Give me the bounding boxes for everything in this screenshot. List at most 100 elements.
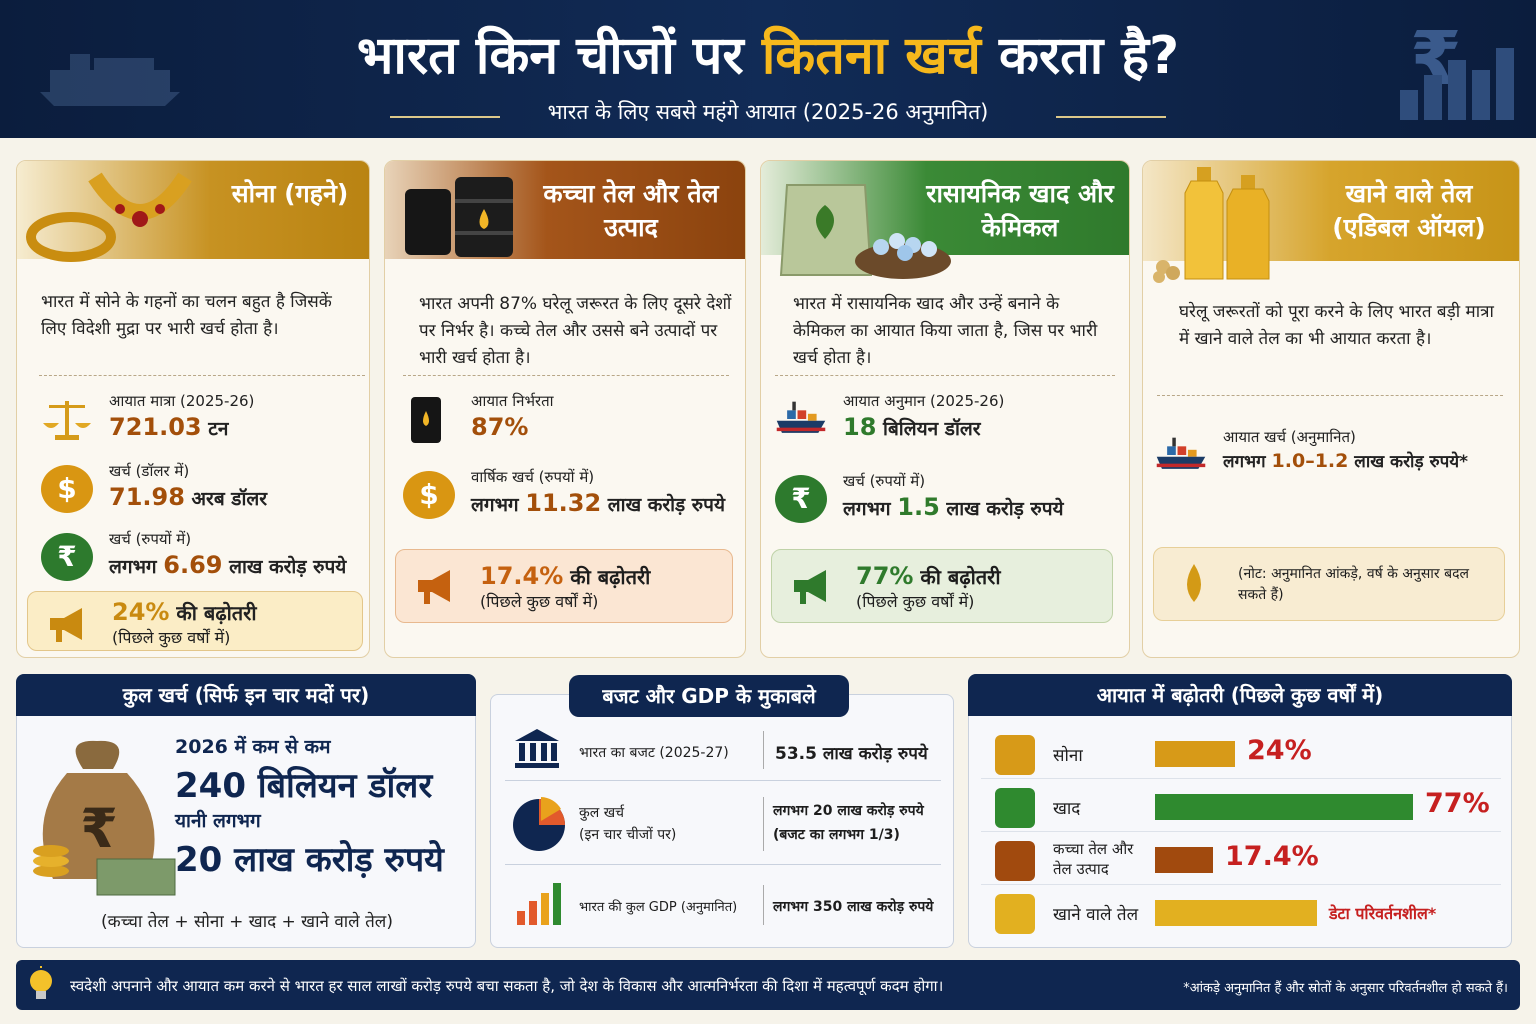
growth-label: कच्चा तेल और bbox=[1053, 840, 1134, 858]
budget-label: भारत की कुल GDP (अनुमानित) bbox=[579, 900, 738, 915]
stat-import-cost: आयात खर्च (अनुमानित) लगभग 1.0–1.2 लाख कर… bbox=[1155, 427, 1495, 483]
growth-bar bbox=[1155, 741, 1235, 767]
import-growth-panel: आयात में बढ़ोतरी (पिछले कुछ वर्षों में) … bbox=[968, 674, 1512, 948]
page-subtitle: भारत के लिए सबसे महंगे आयात (2025-26 अनु… bbox=[547, 100, 989, 124]
growth-label: खाने वाले तेल bbox=[1053, 905, 1139, 925]
total-rupee-value: 20 लाख करोड़ रुपये bbox=[175, 840, 444, 880]
stat-label: आयात अनुमान (2025-26) bbox=[843, 392, 1005, 410]
total-line3: यानी लगभग bbox=[175, 810, 261, 832]
growth-bar bbox=[1155, 847, 1213, 873]
oil-bottle-icon bbox=[995, 894, 1035, 934]
stat-cost-rupee: ₹ खर्च (रुपयों में) लगभग 6.69 लाख करोड़ … bbox=[41, 529, 369, 585]
stat-import-quantity: आयात मात्रा (2025-26) 721.03 टन bbox=[41, 391, 369, 447]
stat-label: खर्च (रुपयों में) bbox=[843, 472, 926, 490]
oil-barrel-icon bbox=[995, 841, 1035, 881]
bar-decoration bbox=[1472, 70, 1490, 120]
oil-bottles-icon bbox=[1153, 167, 1270, 283]
stat-value: लगभग 1.0–1.2 लाख करोड़ रुपये* bbox=[1223, 450, 1469, 472]
cargo-ship-icon bbox=[776, 401, 826, 433]
growth-value-label: डेटा परिवर्तनशील* bbox=[1329, 904, 1437, 923]
divider bbox=[763, 885, 764, 925]
growth-badge: 77% की बढ़ोतरी (पिछले कुछ वर्षों में) bbox=[771, 549, 1113, 623]
stat-label: आयात खर्च (अनुमानित) bbox=[1223, 428, 1356, 446]
bank-icon bbox=[515, 729, 559, 768]
stat-label: खर्च (रुपयों में) bbox=[109, 530, 192, 548]
stat-value: 721.03 टन bbox=[109, 413, 229, 441]
header: भारत किन चीजों पर कितना खर्च करता है? भा… bbox=[0, 0, 1536, 138]
dollar-icon: $ bbox=[403, 471, 455, 519]
budget-value: लगभग 20 लाख करोड़ रुपये bbox=[773, 803, 924, 819]
stat-label: आयात निर्भरता bbox=[471, 392, 554, 410]
total-formula: (कच्चा तेल + सोना + खाद + खाने वाले तेल) bbox=[101, 912, 393, 932]
bar-decoration bbox=[1496, 48, 1514, 120]
budget-gdp-panel: बजट और GDP के मुकाबले भारत का बजट (2025-… bbox=[490, 675, 954, 948]
growth-value: 17.4% की बढ़ोतरी bbox=[480, 562, 651, 590]
pie-chart-icon bbox=[513, 797, 565, 851]
panel-header: आयात में बढ़ोतरी (पिछले कुछ वर्षों में) bbox=[968, 674, 1512, 716]
page-title: भारत किन चीजों पर कितना खर्च करता है? bbox=[356, 26, 1180, 86]
fertilizer-bag-icon bbox=[779, 184, 951, 279]
growth-bar bbox=[1155, 794, 1413, 820]
growth-value-label: 77% bbox=[1425, 788, 1490, 819]
growth-bar bbox=[1155, 900, 1317, 926]
stat-value: लगभग 11.32 लाख करोड़ रुपये bbox=[471, 489, 725, 517]
growth-row: खाद 77% bbox=[981, 782, 1501, 832]
budget-label: कुल खर्च bbox=[579, 805, 625, 821]
gold-necklace-icon bbox=[995, 735, 1035, 775]
card-note: (नोट: अनुमानित आंकड़े, वर्ष के अनुसार बद… bbox=[1238, 566, 1470, 603]
growth-note: (पिछले कुछ वर्षों में) bbox=[112, 628, 231, 647]
svg-text:₹: ₹ bbox=[80, 797, 118, 860]
card-title: कच्चा तेल और तेल उत्पाद bbox=[543, 179, 719, 242]
divider bbox=[39, 375, 365, 376]
megaphone-icon bbox=[794, 570, 826, 604]
divider bbox=[403, 375, 729, 376]
budget-row: भारत का बजट (2025-27) 53.5 लाख करोड़ रुप… bbox=[505, 719, 941, 781]
cargo-ship-silhouette-icon bbox=[40, 54, 180, 106]
oil-barrels-icon bbox=[405, 177, 513, 257]
card-header: रासायनिक खाद और केमिकल bbox=[761, 161, 1129, 279]
growth-note: (पिछले कुछ वर्षों में) bbox=[480, 592, 599, 611]
bar-decoration bbox=[1424, 75, 1442, 120]
stat-import-estimate: आयात अनुमान (2025-26) 18 बिलियन डॉलर bbox=[775, 391, 1115, 447]
card-description: भारत में सोने के गहनों का चलन बहुत है जि… bbox=[41, 292, 332, 339]
card-header: सोना (गहने) bbox=[17, 161, 369, 262]
panel-header: कुल खर्च (सिर्फ इन चार मदों पर) bbox=[16, 674, 476, 716]
divider bbox=[763, 731, 764, 769]
card-description: घरेलू जरूरतों को पूरा करने के लिए भारत ब… bbox=[1179, 302, 1494, 349]
fertilizer-bag-icon bbox=[995, 788, 1035, 828]
growth-label: सोना bbox=[1053, 746, 1083, 766]
stat-annual-cost: $ वार्षिक खर्च (रुपयों में) लगभग 11.32 ल… bbox=[403, 467, 743, 523]
divider bbox=[1056, 116, 1166, 118]
card-description: भारत अपनी 87% घरेलू जरूरत के लिए दूसरे द… bbox=[419, 294, 732, 368]
growth-badge: 17.4% की बढ़ोतरी (पिछले कुछ वर्षों में) bbox=[395, 549, 733, 623]
stat-label: खर्च (डॉलर में) bbox=[109, 462, 190, 480]
growth-label: खाद bbox=[1053, 799, 1081, 819]
growth-row: सोना 24% bbox=[981, 729, 1501, 779]
oil-barrel-icon bbox=[411, 397, 441, 443]
divider bbox=[763, 797, 764, 851]
stat-value: लगभग 1.5 लाख करोड़ रुपये bbox=[843, 493, 1064, 521]
budget-row: कुल खर्च (इन चार चीजों पर) लगभग 20 लाख क… bbox=[505, 783, 941, 865]
bar-decoration bbox=[1400, 90, 1418, 120]
growth-value: 24% की बढ़ोतरी bbox=[112, 598, 257, 626]
card-edible-oil: खाने वाले तेल (एडिबल ऑयल) घरेलू जरूरतों … bbox=[1142, 160, 1520, 658]
note-box: (नोट: अनुमानित आंकड़े, वर्ष के अनुसार बद… bbox=[1153, 547, 1505, 621]
divider bbox=[1157, 395, 1503, 396]
dollar-icon: $ bbox=[41, 465, 93, 513]
stat-cost-rupee: ₹ खर्च (रुपयों में) लगभग 1.5 लाख करोड़ र… bbox=[775, 471, 1115, 527]
lightbulb-icon bbox=[30, 966, 52, 999]
footer: स्वदेशी अपनाने और आयात कम करने से भारत ह… bbox=[16, 960, 1520, 1010]
cargo-ship-icon bbox=[1156, 437, 1206, 469]
total-dollar-value: 240 बिलियन डॉलर bbox=[175, 766, 433, 806]
card-header: खाने वाले तेल (एडिबल ऑयल) bbox=[1143, 161, 1519, 283]
oil-drop-icon bbox=[1187, 564, 1201, 602]
card-description: भारत में रासायनिक खाद और उन्हें बनाने के… bbox=[793, 294, 1098, 368]
scale-icon bbox=[43, 401, 91, 440]
stat-import-dependency: आयात निर्भरता 87% bbox=[403, 391, 743, 447]
stat-value: 18 बिलियन डॉलर bbox=[843, 413, 981, 441]
growth-row: खाने वाले तेल डेटा परिवर्तनशील* bbox=[981, 888, 1501, 938]
footer-message: स्वदेशी अपनाने और आयात कम करने से भारत ह… bbox=[70, 977, 944, 995]
growth-note: (पिछले कुछ वर्षों में) bbox=[856, 592, 975, 611]
money-bag-icon: ₹ bbox=[33, 740, 176, 896]
gold-jewelry-icon bbox=[26, 172, 192, 262]
